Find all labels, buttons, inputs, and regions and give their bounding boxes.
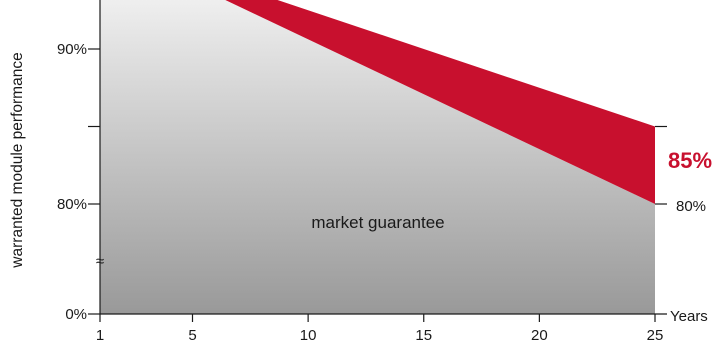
baseline-value-label: 80%: [676, 198, 706, 215]
x-tick-label: 25: [647, 327, 664, 344]
chart-areas: [100, 0, 655, 314]
highlight-value-label: 85%: [668, 148, 712, 173]
y-axis-title: warranted module performance: [9, 52, 26, 268]
x-tick-label: 5: [188, 327, 196, 344]
market-guarantee-label: market guarantee: [311, 213, 444, 232]
axis-break-icon: ≈: [96, 253, 104, 270]
chart-axes: [88, 0, 667, 322]
x-tick-label: 20: [531, 327, 548, 344]
x-tick-label: 10: [300, 327, 317, 344]
y-tick-label: 80%: [57, 196, 87, 213]
chart-labels: warranted module performance market guar…: [9, 41, 712, 344]
guarantee-wedge: [225, 0, 655, 204]
x-tick-label: 15: [415, 327, 432, 344]
market-guarantee-area: [100, 0, 655, 314]
x-tick-label: 1: [96, 327, 104, 344]
x-axis-title: Years: [670, 308, 708, 325]
y-tick-label: 0%: [65, 306, 87, 323]
y-tick-label: 90%: [57, 41, 87, 58]
